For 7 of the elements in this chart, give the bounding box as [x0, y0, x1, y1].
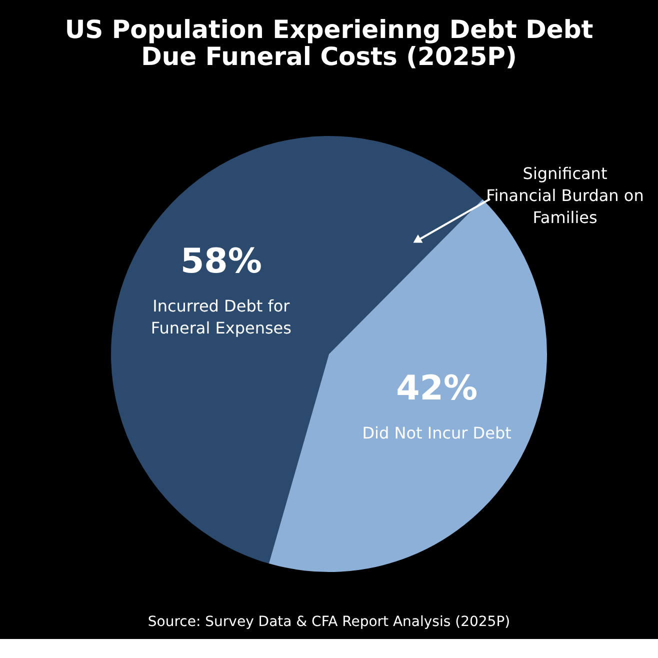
data-label: 58% [180, 242, 262, 282]
text: Significant Financial Burdan on Families [486, 164, 644, 227]
chart-title: US Population Experieinng Debt Debt Due Funeral Costs (2025P) [64, 15, 594, 71]
source-note: Source: Survey Data & CFA Report Analysis (2025P) [148, 614, 510, 630]
data-label: 42% [396, 368, 478, 408]
slice-label: Incurred Debt for Funeral Expenses [150, 296, 292, 338]
slice-label: Did Not Incur Debt [362, 423, 512, 442]
